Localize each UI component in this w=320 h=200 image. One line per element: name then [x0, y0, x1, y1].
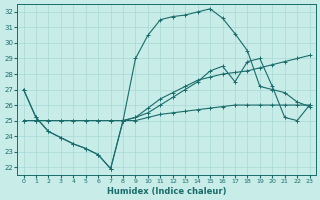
X-axis label: Humidex (Indice chaleur): Humidex (Indice chaleur) — [107, 187, 226, 196]
